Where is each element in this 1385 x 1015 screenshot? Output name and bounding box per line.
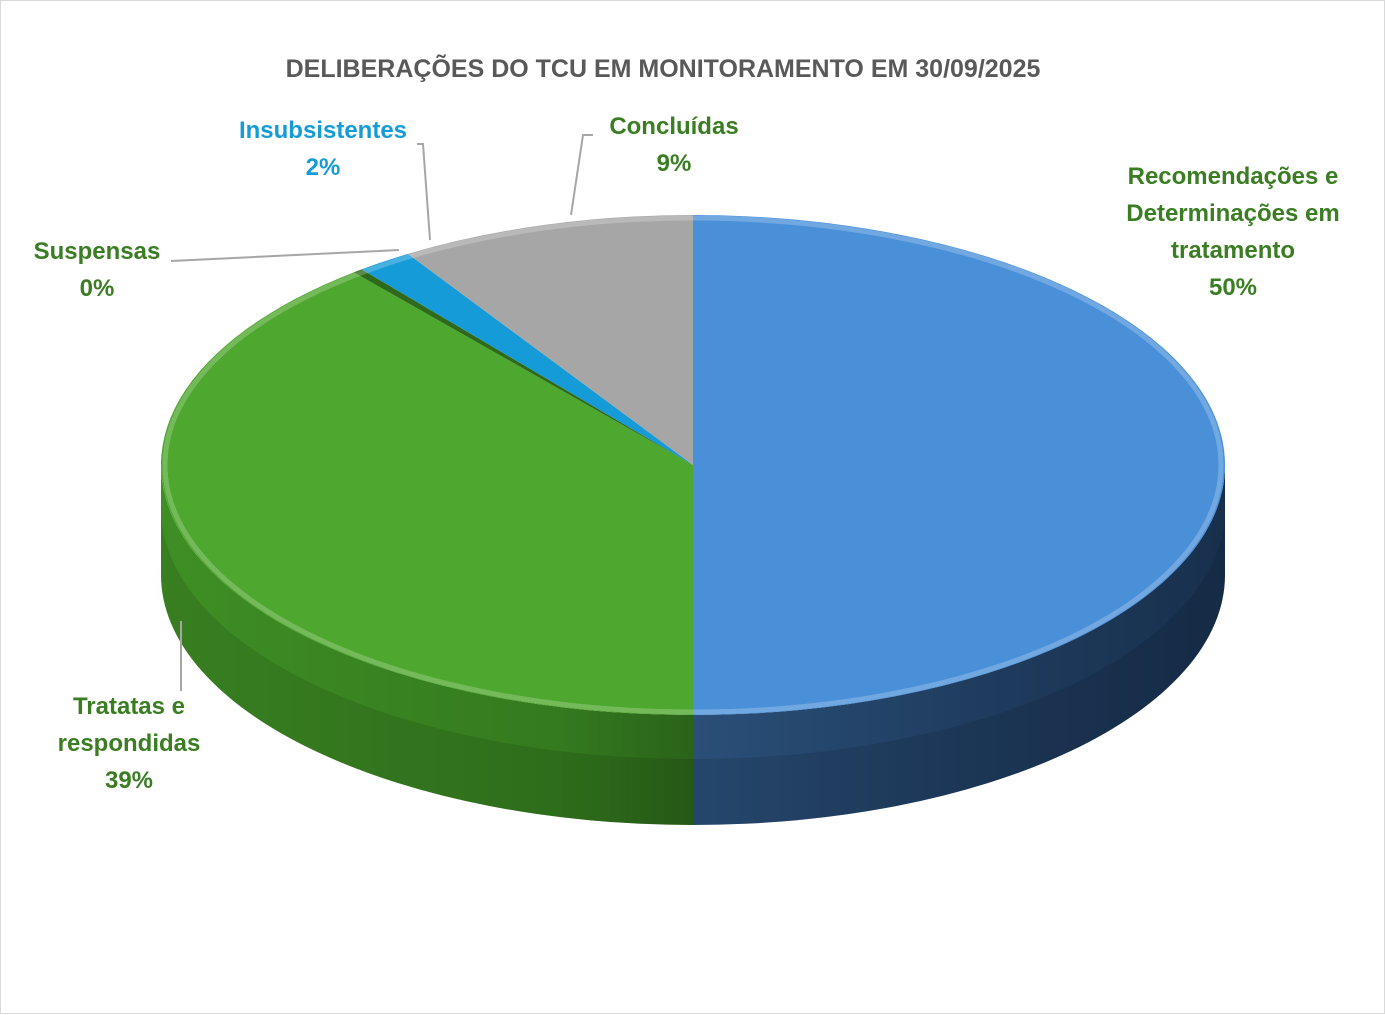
slice-label-2: Suspensas 0% <box>34 238 400 302</box>
slice-top-3 <box>361 253 693 465</box>
slice-top-0 <box>693 215 1225 715</box>
slice-value-label-4: 9% <box>657 150 692 177</box>
slice-label-4: Concluídas 9% <box>570 113 739 216</box>
pie-layer <box>151 215 1235 825</box>
side-shading <box>161 509 1225 825</box>
slice-label-text-3-0: Insubsistentes <box>239 117 407 144</box>
slice-top-1 <box>161 272 694 715</box>
label-layer: Recomendações e Determinações em tratament… <box>34 113 1340 794</box>
slice-label-text-4-0: Concluídas <box>609 113 738 140</box>
slice-top-4 <box>407 215 693 465</box>
slice-value-label-0: 50% <box>1209 274 1257 301</box>
slice-label-text-0-0: Recomendações e <box>1128 163 1339 190</box>
leader-line-3 <box>417 143 431 241</box>
slice-value-label-2: 0% <box>80 275 115 302</box>
leader-line-4 <box>570 134 593 216</box>
slice-label-text-0-1: Determinações em <box>1126 200 1339 227</box>
slice-value-label-1: 39% <box>105 767 153 794</box>
slice-value-label-3: 2% <box>306 154 341 181</box>
pie-rim-highlight <box>162 215 1224 715</box>
slice-side-0 <box>693 465 1225 825</box>
slice-side-1 <box>161 465 693 825</box>
slice-label-text-1-1: respondidas <box>58 730 201 757</box>
slice-label-3: Insubsistentes 2% <box>239 117 431 241</box>
slice-label-text-1-0: Tratatas e <box>73 693 185 720</box>
leader-line-2 <box>170 249 400 262</box>
slice-top-2 <box>353 269 693 465</box>
chart-title: DELIBERAÇÕES DO TCU EM MONITORAMENTO EM … <box>286 53 1041 83</box>
slice-label-text-0-2: tratamento <box>1171 237 1295 264</box>
slice-label-0: Recomendações e Determinações em tratament… <box>1126 163 1339 301</box>
slice-label-1: Tratatas e respondidas 39% <box>58 621 201 794</box>
slice-label-text-2-0: Suspensas <box>34 238 161 265</box>
